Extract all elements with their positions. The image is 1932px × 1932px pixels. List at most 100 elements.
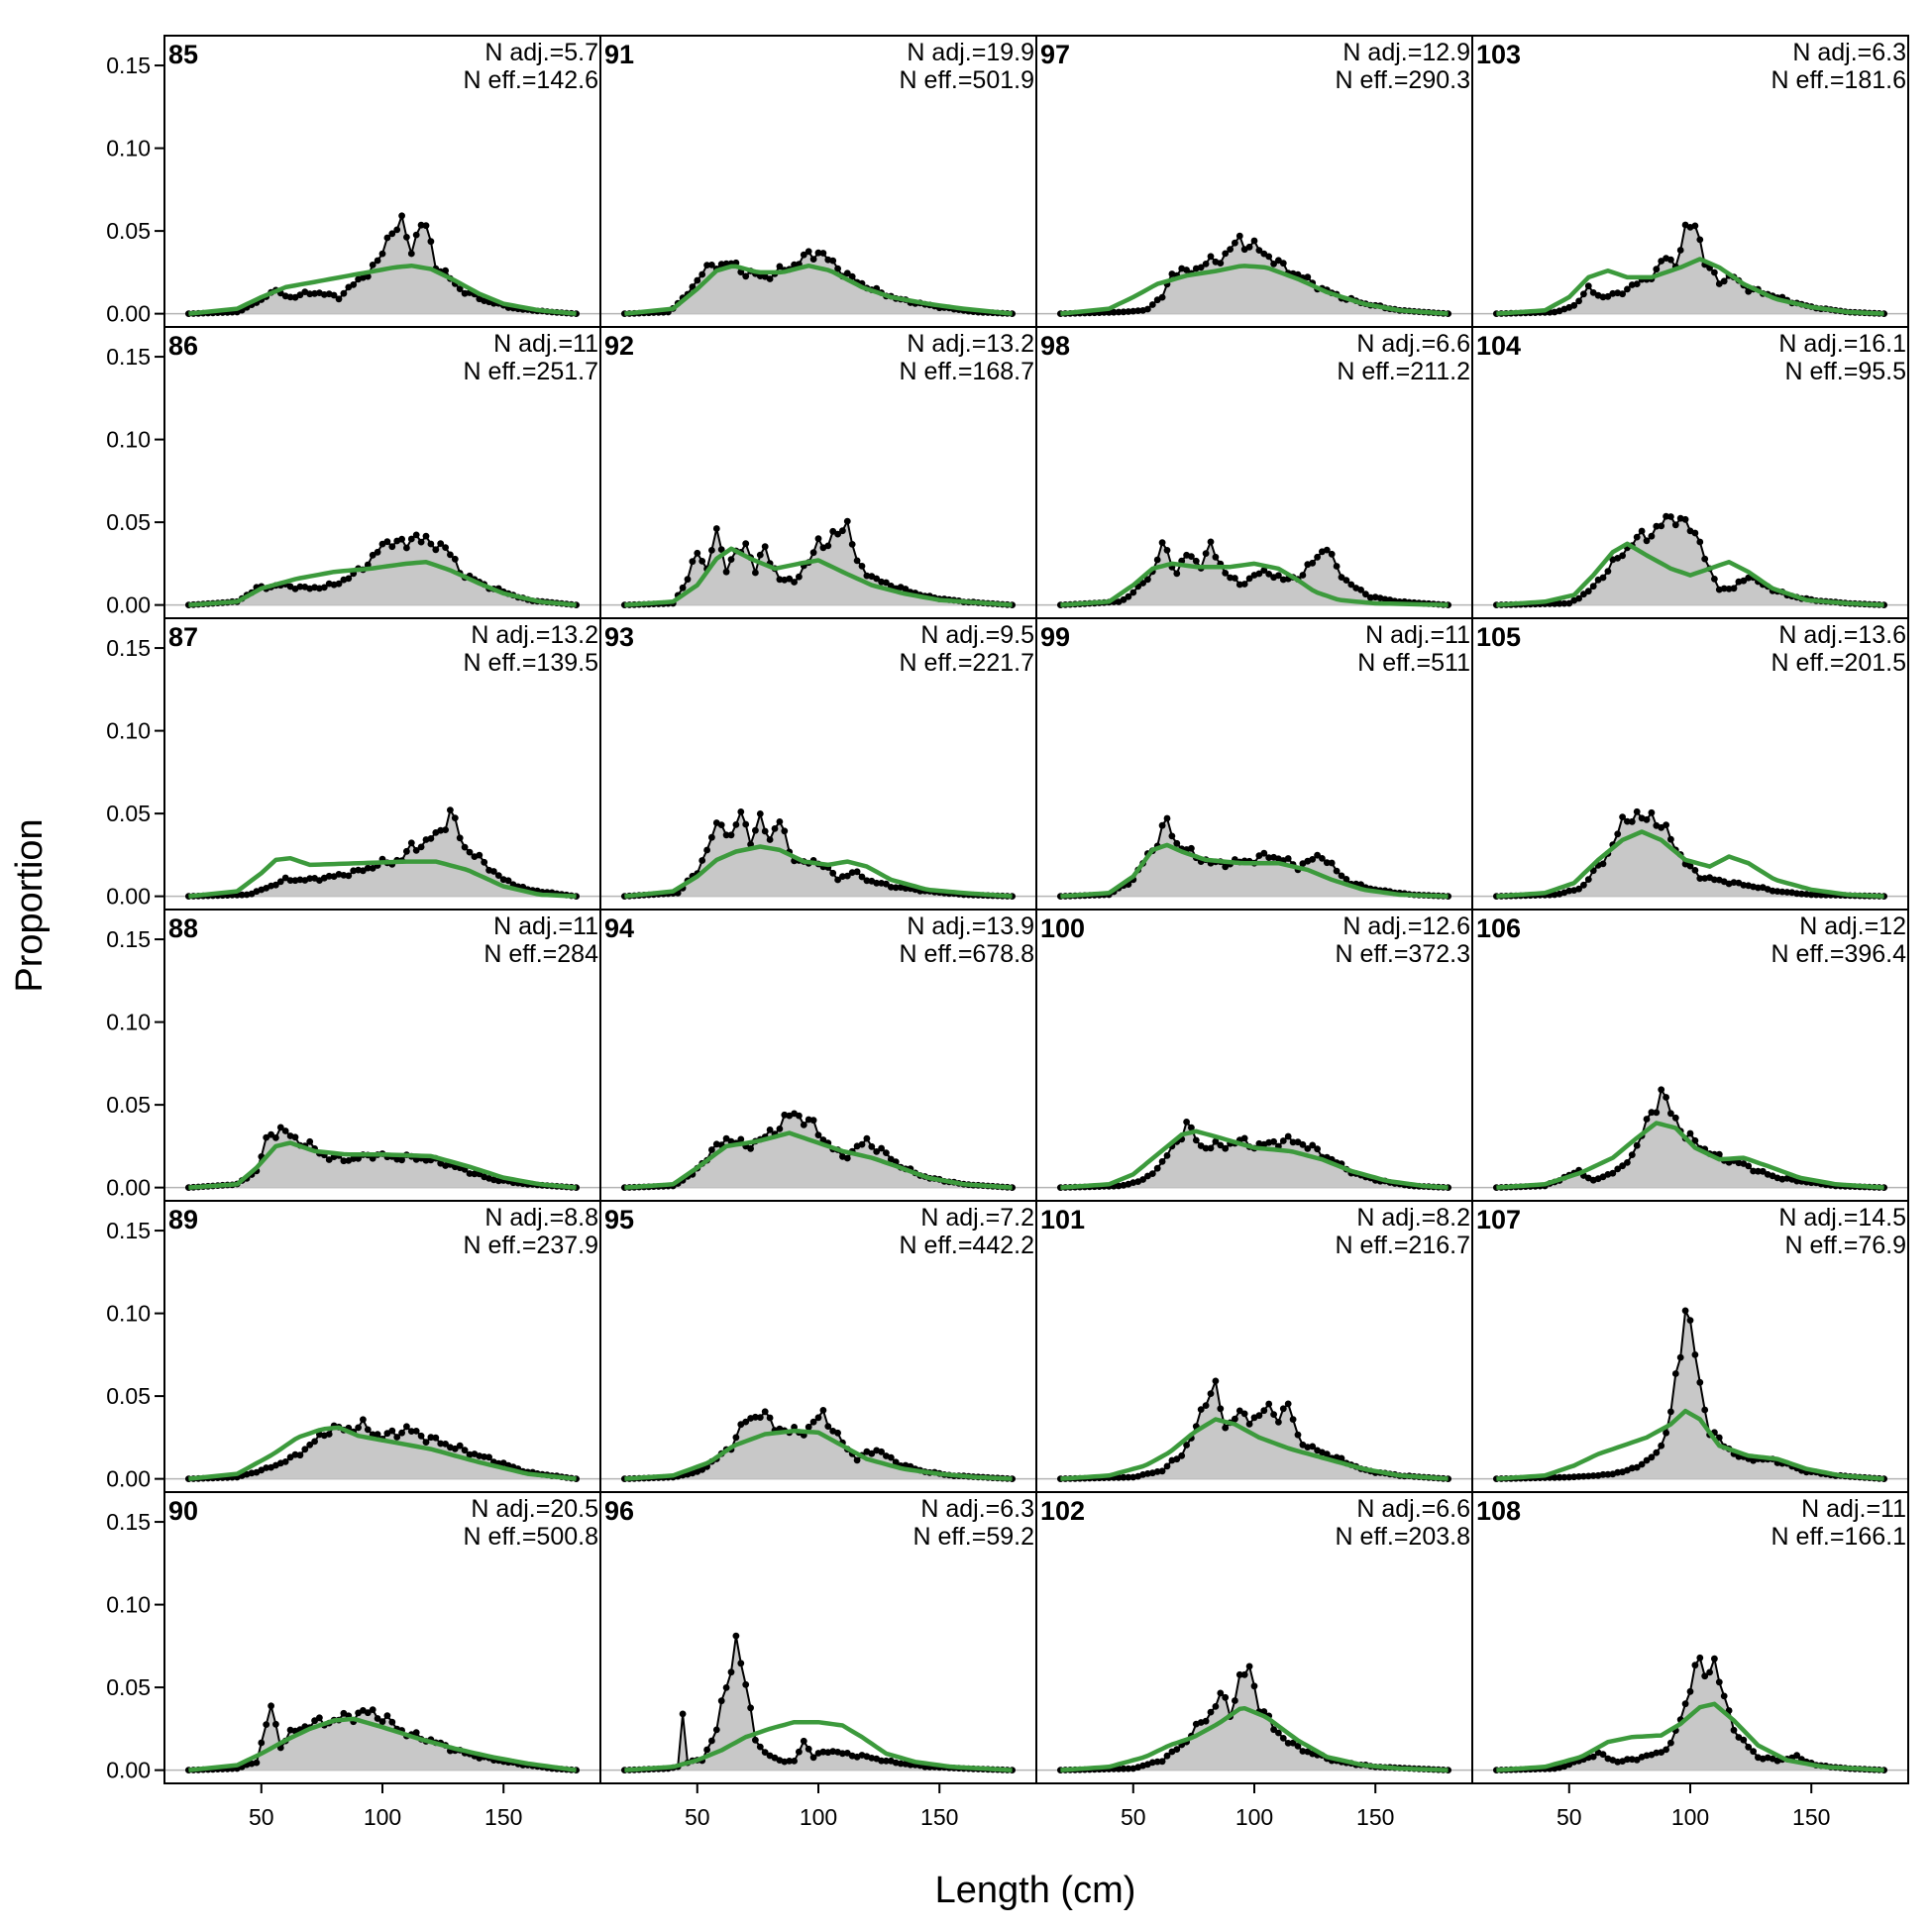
observed-point — [451, 555, 459, 563]
panel-title: 92 — [604, 331, 634, 361]
observed-point — [1212, 1703, 1220, 1710]
panel-86: 86 N adj.=11N eff.=251.7 — [163, 326, 601, 619]
observed-point — [839, 1750, 846, 1758]
x-tick-label: 50 — [1121, 1804, 1146, 1830]
observed-point — [1232, 1415, 1238, 1423]
observed-point — [1347, 581, 1355, 589]
observed-point — [752, 826, 759, 834]
observed-point — [1565, 1473, 1573, 1481]
y-tick-label: 0.15 — [106, 53, 151, 78]
observed-point — [417, 1432, 425, 1440]
observed-point — [1667, 1408, 1674, 1416]
y-tick-label: 0.15 — [106, 344, 151, 370]
observed-point — [1701, 555, 1709, 563]
panel-n-adj: N adj.=12.6 — [1342, 912, 1470, 940]
observed-point — [1648, 532, 1656, 540]
observed-point — [504, 877, 512, 885]
observed-point — [335, 580, 343, 588]
observed-point — [843, 517, 851, 525]
observed-point — [776, 263, 784, 270]
observed-point — [1686, 1317, 1694, 1324]
observed-point — [1658, 1442, 1665, 1449]
observed-point — [1260, 567, 1268, 574]
observed-point — [776, 576, 784, 584]
panel-94: 94 N adj.=13.9N eff.=678.8 — [599, 909, 1037, 1202]
observed-point — [892, 884, 900, 892]
observed-point — [1715, 1434, 1723, 1442]
observed-point — [1745, 574, 1753, 582]
observed-point — [694, 276, 701, 284]
observed-point — [1299, 1748, 1307, 1755]
observed-point — [1584, 1472, 1592, 1480]
observed-point — [883, 1149, 890, 1156]
observed-point — [1245, 243, 1253, 251]
observed-point — [388, 543, 396, 551]
observed-point — [412, 531, 420, 539]
observed-point — [1333, 563, 1341, 570]
observed-point — [1357, 587, 1364, 593]
panel-title: 90 — [168, 1496, 198, 1526]
observed-point — [1250, 237, 1258, 245]
y-tick-label: 0.05 — [106, 218, 151, 244]
y-tick-label: 0.10 — [106, 718, 151, 744]
observed-point — [1202, 261, 1210, 268]
observed-point — [1129, 307, 1137, 315]
observed-point — [1265, 1400, 1273, 1408]
observed-point — [1575, 297, 1582, 305]
observed-point — [1120, 1765, 1127, 1772]
observed-point — [417, 538, 425, 546]
observed-point — [712, 525, 720, 532]
observed-point — [1255, 247, 1263, 254]
panel-n-adj: N adj.=14.5 — [1778, 1204, 1906, 1232]
observed-point — [1275, 257, 1282, 265]
y-tick-label: 0.10 — [106, 1592, 151, 1618]
observed-point — [1624, 285, 1631, 293]
observed-point — [1173, 570, 1181, 578]
observed-point — [1275, 1419, 1282, 1426]
y-tick-label: 0.15 — [106, 926, 151, 952]
observed-point — [311, 1438, 318, 1446]
observed-point — [1691, 1351, 1699, 1358]
observed-point — [1362, 590, 1369, 598]
observed-point — [1270, 1726, 1277, 1734]
observed-point — [814, 249, 822, 257]
observed-point — [238, 891, 246, 899]
observed-point — [1599, 860, 1607, 868]
observed-point — [345, 872, 353, 880]
observed-point — [878, 1757, 885, 1765]
observed-point — [858, 1140, 866, 1148]
observed-area — [624, 521, 1013, 605]
observed-point — [1580, 1472, 1587, 1480]
panel-n-adj: N adj.=7.2 — [920, 1204, 1034, 1232]
observed-point — [412, 1428, 420, 1435]
observed-point — [1773, 888, 1781, 895]
observed-point — [383, 1712, 391, 1719]
observed-point — [427, 540, 435, 548]
expected-line — [624, 546, 1013, 607]
panel-title: 96 — [604, 1496, 634, 1526]
panel-n-eff: N eff.=501.9 — [900, 66, 1034, 94]
panel-n-eff: N eff.=76.9 — [1784, 1232, 1906, 1259]
observed-point — [1328, 550, 1336, 558]
observed-point — [1158, 821, 1166, 829]
plot-area: 85 N adj.=5.7N eff.=142.686 N adj.=11N eff… — [163, 35, 1909, 1784]
observed-point — [868, 1142, 876, 1150]
observed-point — [364, 1426, 372, 1434]
observed-point — [1624, 1756, 1631, 1764]
observed-point — [1599, 1470, 1607, 1478]
panel-title: 104 — [1476, 331, 1521, 361]
observed-point — [1793, 1752, 1800, 1760]
observed-point — [263, 1464, 270, 1471]
observed-point — [717, 821, 725, 828]
panel-99: 99 N adj.=11N eff.=511 — [1035, 617, 1473, 911]
panel-95: 95 N adj.=7.2N eff.=442.2 — [599, 1200, 1037, 1493]
observed-point — [1284, 855, 1292, 862]
panel-title: 87 — [168, 622, 198, 652]
x-tick-label: 150 — [1356, 1804, 1394, 1830]
panel-title: 97 — [1040, 40, 1070, 69]
observed-point — [1265, 253, 1273, 261]
observed-point — [1614, 1468, 1622, 1476]
observed-point — [1706, 1668, 1713, 1676]
observed-point — [1778, 888, 1786, 896]
panel-title: 103 — [1476, 40, 1521, 69]
